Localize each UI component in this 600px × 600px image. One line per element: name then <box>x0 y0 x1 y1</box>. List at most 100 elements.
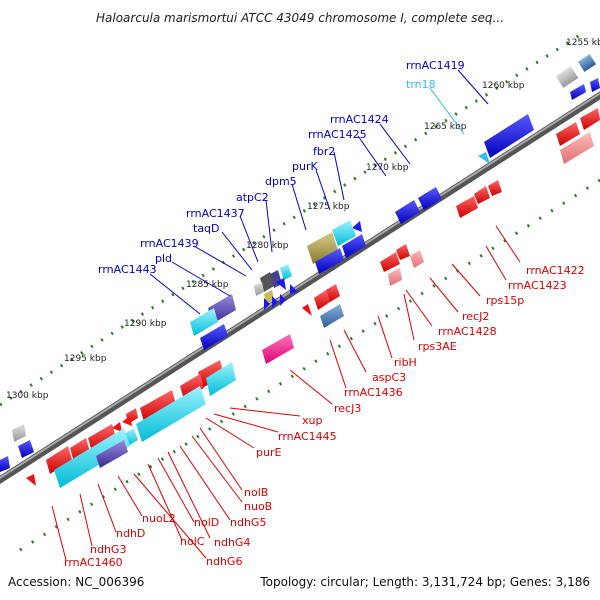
feature-arrow <box>46 446 72 474</box>
gene-label-rrnac1428[interactable]: rrnAC1428 <box>438 325 497 338</box>
gene-label-pld[interactable]: pld <box>155 252 172 265</box>
feature-arrow <box>290 284 298 294</box>
gene-label-rrnac1460[interactable]: rrnAC1460 <box>64 556 123 569</box>
gene-label-rrnac1437[interactable]: rrnAC1437 <box>186 207 245 220</box>
kbp-label: 1300 kbp <box>6 391 49 401</box>
gene-label-rrnac1423[interactable]: rrnAC1423 <box>508 279 567 292</box>
gene-label-atpc2[interactable]: atpC2 <box>236 191 269 204</box>
gene-label-recj3[interactable]: recJ3 <box>334 402 361 415</box>
feature-arrow <box>352 221 362 232</box>
gene-label-rrnac1425[interactable]: rrnAC1425 <box>308 128 367 141</box>
kbp-label: 1270 kbp <box>366 163 409 173</box>
feature-arrow <box>140 390 176 422</box>
gene-label-rrnac1422[interactable]: rrnAC1422 <box>526 264 585 277</box>
feature-box <box>410 250 424 268</box>
kbp-label: 1295 kbp <box>64 354 107 364</box>
feature-arrow <box>0 456 10 472</box>
feature-box <box>206 362 236 396</box>
forward-label-group: rrnAC1419 trn18 rrnAC1424 rrnAC1425 fbr2… <box>98 59 465 276</box>
gene-label-rrnac1419[interactable]: rrnAC1419 <box>406 59 465 72</box>
kbp-label: 1275 kbp <box>307 202 350 212</box>
feature-box <box>54 428 130 488</box>
feature-arrow <box>326 284 340 302</box>
feature-box <box>560 132 594 164</box>
feature-arrow <box>272 296 278 308</box>
gene-label-rrnac1424[interactable]: rrnAC1424 <box>330 113 389 126</box>
feature-box <box>190 308 218 336</box>
gene-label-pure[interactable]: purE <box>256 446 281 459</box>
kbp-label: 1265 kbp <box>424 122 467 132</box>
kbp-label: 1290 kbp <box>124 319 167 329</box>
gene-label-nuob[interactable]: nuoB <box>244 500 272 513</box>
feature-arrow <box>395 200 420 224</box>
gene-label-trn18[interactable]: trn18 <box>406 78 436 91</box>
feature-arrow <box>474 186 490 204</box>
feature-arrow <box>456 196 478 218</box>
reverse-features <box>26 108 600 488</box>
feature-arrow <box>570 84 586 100</box>
feature-arrow <box>122 416 132 426</box>
feature-box <box>254 282 264 296</box>
feature-arrow <box>198 360 224 388</box>
gene-label-nolc[interactable]: nolC <box>180 535 205 548</box>
gene-label-nuol2[interactable]: nuoL2 <box>142 512 176 525</box>
map-title: Haloarcula marismortui ATCC 43049 chromo… <box>96 11 504 25</box>
feature-box <box>260 272 274 292</box>
feature-arrow <box>590 78 600 92</box>
gene-label-rps15p[interactable]: rps15p <box>486 294 524 307</box>
feature-arrow <box>264 298 270 310</box>
inner-tick-ring <box>19 178 600 552</box>
feature-arrow <box>280 294 286 306</box>
feature-arrow <box>418 187 442 210</box>
gene-label-recj2[interactable]: recJ2 <box>462 310 489 323</box>
feature-arrow <box>342 234 366 258</box>
gene-label-taqd[interactable]: taqD <box>193 222 220 235</box>
gene-label-ndhd[interactable]: ndhD <box>116 527 145 540</box>
gene-label-rrnac1443[interactable]: rrnAC1443 <box>98 263 157 276</box>
feature-arrow <box>180 374 204 400</box>
gene-label-rps3ae[interactable]: rps3AE <box>418 340 457 353</box>
gene-label-rrnac1436[interactable]: rrnAC1436 <box>344 386 403 399</box>
feature-arrow <box>488 180 502 196</box>
gene-label-purk[interactable]: purK <box>292 160 318 173</box>
feature-arrow <box>315 248 344 274</box>
genome-summary-text: Topology: circular; Length: 3,131,724 bp… <box>259 575 590 589</box>
gene-label-nolb[interactable]: nolB <box>244 486 268 499</box>
feature-box <box>388 268 402 286</box>
feature-box <box>307 232 338 264</box>
feature-box <box>332 220 356 246</box>
feature-arrow <box>302 304 312 316</box>
gene-label-ndhg5[interactable]: ndhG5 <box>230 516 266 529</box>
reverse-label-group: rrnAC1422 rrnAC1423 rps15p recJ2 rrnAC14… <box>64 264 585 569</box>
feature-box <box>136 386 206 442</box>
reverse-leaders <box>51 225 521 561</box>
kbp-label: 1255 kbp <box>566 38 600 48</box>
feature-box <box>96 440 128 468</box>
gene-label-ndhg6[interactable]: ndhG6 <box>206 555 242 568</box>
forward-leaders <box>149 69 489 315</box>
feature-box <box>280 264 292 280</box>
gene-label-ndhg3[interactable]: ndhG3 <box>90 543 126 556</box>
feature-arrow <box>580 108 600 130</box>
gene-label-dpm5[interactable]: dpm5 <box>265 175 297 188</box>
feature-arrow <box>556 122 580 146</box>
gene-label-fbr2[interactable]: fbr2 <box>313 145 335 158</box>
feature-arrow <box>26 474 36 486</box>
accession-text: Accession: NC_006396 <box>8 575 144 589</box>
gene-label-aspc3[interactable]: aspC3 <box>372 371 406 384</box>
gene-label-xup[interactable]: xup <box>302 414 322 427</box>
feature-box <box>12 424 26 442</box>
gene-label-ribh[interactable]: ribH <box>394 356 417 369</box>
feature-arrow <box>200 324 228 350</box>
forward-features <box>0 54 600 472</box>
genome-backbone <box>0 91 600 484</box>
feature-box <box>320 304 344 328</box>
kbp-scale: 1255 kbp 1260 kbp 1265 kbp 1270 kbp 1275… <box>6 38 600 401</box>
feature-box <box>555 66 579 88</box>
gene-label-rrnac1439[interactable]: rrnAC1439 <box>140 237 199 250</box>
gene-label-rrnac1445[interactable]: rrnAC1445 <box>278 430 337 443</box>
gene-label-nold[interactable]: nolD <box>194 516 219 529</box>
gene-label-ndhg4[interactable]: ndhG4 <box>214 536 250 549</box>
feature-arrow <box>70 438 90 462</box>
